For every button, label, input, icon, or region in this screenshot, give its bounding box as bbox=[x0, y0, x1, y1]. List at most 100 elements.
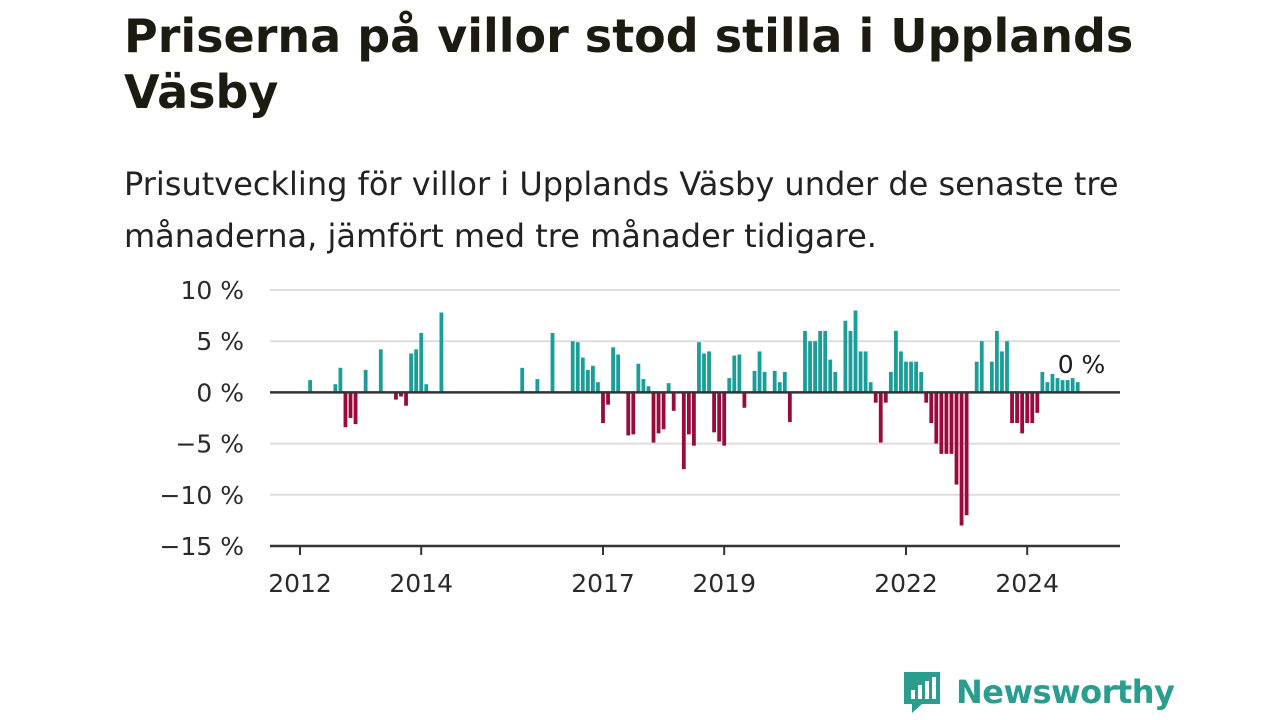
y-tick-label: 5 % bbox=[196, 327, 244, 356]
bar bbox=[686, 392, 691, 435]
bar bbox=[848, 330, 853, 393]
bar bbox=[409, 353, 413, 393]
bar bbox=[909, 361, 913, 393]
newsworthy-logo-icon bbox=[904, 672, 940, 713]
bar bbox=[1075, 382, 1080, 393]
bar bbox=[646, 386, 651, 393]
bar bbox=[1045, 382, 1050, 393]
bar bbox=[752, 370, 757, 393]
bar bbox=[591, 365, 595, 393]
bar bbox=[338, 367, 343, 393]
brand: Newsworthy bbox=[902, 670, 1175, 714]
y-axis-labels: 10 % 5 % 0 % −5 % −10 % −15 % bbox=[160, 276, 244, 561]
bar bbox=[631, 392, 636, 435]
y-tick-label: 10 % bbox=[180, 276, 244, 305]
bar bbox=[378, 349, 383, 393]
bar bbox=[424, 384, 429, 393]
x-tick-label: 2019 bbox=[692, 569, 756, 598]
bar bbox=[742, 392, 747, 408]
bar bbox=[606, 392, 610, 405]
bar bbox=[707, 351, 711, 393]
bar bbox=[787, 392, 792, 423]
bar bbox=[535, 379, 540, 393]
bar bbox=[712, 392, 716, 433]
bar bbox=[616, 354, 621, 393]
bar bbox=[681, 392, 686, 470]
bar bbox=[419, 333, 424, 393]
bar bbox=[717, 392, 722, 442]
bar bbox=[1025, 392, 1030, 424]
bar bbox=[656, 392, 661, 434]
bar bbox=[732, 355, 737, 393]
bar bbox=[308, 380, 312, 393]
bar bbox=[843, 320, 848, 393]
bar bbox=[1065, 380, 1070, 393]
bar bbox=[949, 392, 954, 454]
bar bbox=[873, 392, 878, 403]
bar bbox=[636, 363, 641, 393]
bar bbox=[697, 342, 701, 393]
bar bbox=[1050, 373, 1055, 393]
bar bbox=[641, 379, 646, 393]
bar bbox=[964, 392, 969, 516]
bar bbox=[414, 349, 419, 393]
bar bbox=[823, 330, 828, 393]
bar bbox=[828, 359, 833, 393]
bar bbox=[924, 392, 929, 403]
bar bbox=[757, 351, 762, 393]
bar bbox=[1030, 392, 1035, 424]
bar bbox=[626, 392, 631, 436]
brand-name: Newsworthy bbox=[956, 673, 1175, 711]
bar bbox=[348, 392, 353, 418]
bar bbox=[666, 383, 671, 393]
last-value-label: 0 % bbox=[1058, 350, 1106, 379]
bar bbox=[611, 347, 615, 393]
chart-title: Priserna på villor stod stilla i Uppland… bbox=[124, 9, 1134, 119]
chart-subtitle: Prisutveckling för villor i Upplands Väs… bbox=[124, 165, 1119, 255]
bar bbox=[601, 392, 605, 424]
bar bbox=[772, 370, 777, 393]
bar bbox=[939, 392, 944, 454]
bar bbox=[782, 371, 787, 393]
bar bbox=[394, 392, 398, 400]
bar bbox=[722, 392, 727, 446]
bar bbox=[363, 369, 368, 393]
bar bbox=[974, 361, 979, 393]
bar bbox=[929, 392, 934, 424]
bar bbox=[803, 330, 807, 393]
x-tick-label: 2017 bbox=[571, 569, 635, 598]
bar bbox=[1010, 392, 1014, 424]
y-tick-label: −10 % bbox=[160, 481, 244, 510]
x-tick-label: 2024 bbox=[995, 569, 1059, 598]
bar bbox=[737, 354, 742, 393]
bar bbox=[813, 341, 817, 393]
bar bbox=[833, 371, 838, 393]
bar bbox=[995, 330, 999, 393]
bar bbox=[399, 392, 403, 397]
bar bbox=[954, 392, 959, 485]
bar bbox=[1000, 351, 1004, 393]
y-tick-label: 0 % bbox=[196, 378, 244, 407]
bar bbox=[883, 392, 888, 403]
bar bbox=[404, 392, 408, 406]
y-tick-label: −15 % bbox=[160, 532, 244, 561]
bar bbox=[1035, 392, 1040, 413]
bar bbox=[343, 392, 348, 428]
bar bbox=[585, 369, 590, 393]
bar bbox=[853, 310, 858, 393]
bar bbox=[894, 330, 898, 393]
x-tick-label: 2022 bbox=[874, 569, 938, 598]
bar bbox=[868, 382, 873, 393]
axes bbox=[270, 391, 1120, 555]
bar bbox=[944, 392, 949, 454]
bar bbox=[858, 351, 863, 393]
bar bbox=[808, 341, 812, 393]
bar bbox=[353, 392, 358, 425]
bar bbox=[661, 392, 666, 430]
bar bbox=[959, 392, 964, 526]
annotations: 0 % bbox=[1055, 348, 1108, 382]
bar bbox=[914, 361, 918, 393]
bar bbox=[702, 353, 706, 393]
bar bbox=[818, 330, 823, 393]
bar bbox=[333, 384, 338, 393]
